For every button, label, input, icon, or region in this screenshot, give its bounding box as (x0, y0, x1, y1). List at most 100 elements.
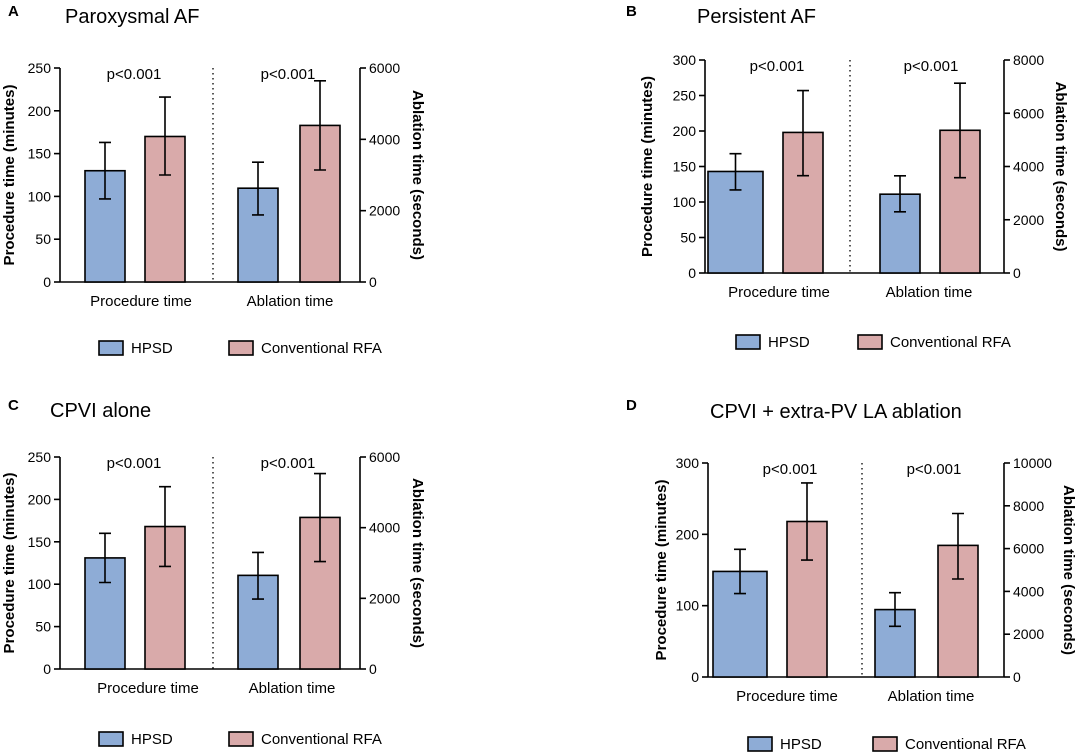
error-bar-ablation-hpsd (889, 591, 901, 628)
y-tick-label-left: 200 (676, 526, 700, 542)
x-category-label: Ablation time (247, 293, 334, 310)
error-bar-ablation-conventional (954, 82, 966, 179)
p-value-label: p<0.001 (261, 66, 316, 83)
panel-letter: B (626, 3, 637, 20)
y-tick-label-right: 2000 (1013, 212, 1044, 228)
y-tick-label-left: 0 (43, 274, 51, 290)
y-tick-label-left: 150 (673, 159, 697, 175)
y-tick-label-left: 250 (28, 60, 52, 76)
p-value-label: p<0.001 (107, 66, 162, 83)
y-tick-label-left: 50 (35, 231, 51, 247)
panel-letter: C (8, 397, 19, 414)
legend-label-conventional: Conventional RFA (261, 731, 382, 748)
y-tick-label-left: 0 (691, 669, 699, 685)
legend-label-hpsd: HPSD (768, 334, 810, 351)
error-bar-procedure-hpsd (729, 152, 742, 191)
y-tick-label-right: 6000 (1013, 105, 1044, 121)
error-bar-procedure-conventional (801, 482, 813, 561)
y-tick-label-right: 2000 (1013, 626, 1044, 642)
legend-label-hpsd: HPSD (780, 736, 822, 753)
error-bar-ablation-hpsd (252, 551, 264, 600)
p-value-label: p<0.001 (261, 455, 316, 472)
y-tick-label-left: 50 (35, 619, 51, 635)
legend-swatch-hpsd (747, 736, 773, 752)
y-tick-label-left: 100 (28, 188, 52, 204)
legend-swatch-conventional (228, 731, 254, 747)
y-tick-label-right: 0 (369, 274, 377, 290)
y-tick-label-left: 0 (688, 265, 696, 281)
y-tick-label-right: 4000 (1013, 583, 1044, 599)
y-tick-label-right: 8000 (1013, 498, 1044, 514)
error-bar-ablation-hpsd (252, 161, 264, 216)
legend-label-hpsd: HPSD (131, 340, 173, 357)
y-axis-title-right: Ablation time (seconds) (409, 478, 426, 648)
y-tick-label-right: 8000 (1013, 52, 1044, 68)
y-tick-label-right: 4000 (1013, 159, 1044, 175)
x-category-label: Ablation time (249, 680, 336, 697)
panel-letter: A (8, 3, 19, 20)
y-axis-title-right: Ablation time (seconds) (1060, 485, 1077, 655)
y-tick-label-left: 100 (676, 598, 700, 614)
error-bar-procedure-hpsd (99, 532, 111, 584)
error-bar-procedure-hpsd (99, 141, 111, 200)
x-category-label: Procedure time (728, 284, 830, 301)
p-value-label: p<0.001 (107, 455, 162, 472)
x-category-label: Procedure time (97, 680, 199, 697)
y-tick-label-left: 250 (28, 449, 52, 465)
legend-label-hpsd: HPSD (131, 731, 173, 748)
error-bar-procedure-conventional (159, 485, 171, 568)
y-axis-title-left: Procedure time (minutes) (653, 480, 670, 661)
y-tick-label-left: 200 (28, 491, 52, 507)
y-tick-label-left: 50 (680, 230, 696, 246)
error-bar-procedure-hpsd (734, 548, 746, 595)
y-tick-label-right: 6000 (369, 60, 400, 76)
p-value-label: p<0.001 (750, 58, 805, 75)
y-axis-title-left: Procedure time (minutes) (639, 76, 656, 257)
x-category-label: Procedure time (90, 293, 192, 310)
legend-swatch-hpsd (98, 731, 124, 747)
y-tick-label-left: 150 (28, 146, 52, 162)
panel-title: Persistent AF (697, 6, 816, 28)
error-bar-procedure-conventional (797, 89, 809, 177)
error-bar-ablation-conventional (314, 472, 326, 563)
y-tick-label-right: 4000 (369, 520, 400, 536)
error-bar-ablation-conventional (952, 512, 964, 580)
panel-title: CPVI + extra-PV LA ablation (710, 401, 962, 423)
y-tick-label-left: 300 (673, 52, 697, 68)
legend-label-conventional: Conventional RFA (905, 736, 1026, 753)
p-value-label: p<0.001 (904, 58, 959, 75)
y-axis-title-left: Procedure time (minutes) (1, 473, 18, 654)
legend-swatch-hpsd (735, 334, 761, 350)
y-tick-label-left: 250 (673, 88, 697, 104)
panel-letter: D (626, 397, 637, 414)
x-category-label: Ablation time (888, 688, 975, 705)
y-axis-title-left: Procedure time (minutes) (1, 85, 18, 266)
legend-label-conventional: Conventional RFA (261, 340, 382, 357)
y-tick-label-right: 0 (1013, 669, 1021, 685)
y-tick-label-right: 0 (1013, 265, 1021, 281)
y-tick-label-right: 10000 (1013, 455, 1052, 471)
y-tick-label-left: 0 (43, 661, 51, 677)
p-value-label: p<0.001 (763, 461, 818, 478)
y-tick-label-right: 2000 (369, 590, 400, 606)
y-tick-label-left: 200 (673, 123, 697, 139)
error-bar-ablation-hpsd (894, 175, 906, 213)
error-bar-ablation-conventional (314, 80, 326, 171)
y-tick-label-right: 0 (369, 661, 377, 677)
panel-title: Paroxysmal AF (65, 6, 199, 28)
legend-label-conventional: Conventional RFA (890, 334, 1011, 351)
p-value-label: p<0.001 (907, 461, 962, 478)
x-category-label: Ablation time (886, 284, 973, 301)
y-tick-label-right: 6000 (369, 449, 400, 465)
error-bar-procedure-conventional (159, 96, 171, 176)
legend-swatch-conventional (857, 334, 883, 350)
y-tick-label-left: 300 (676, 455, 700, 471)
y-tick-label-right: 2000 (369, 203, 400, 219)
legend-swatch-conventional (228, 340, 254, 356)
y-axis-title-right: Ablation time (seconds) (409, 90, 426, 260)
y-tick-label-left: 100 (673, 194, 697, 210)
panel-title: CPVI alone (50, 400, 151, 422)
legend-swatch-hpsd (98, 340, 124, 356)
y-tick-label-left: 100 (28, 576, 52, 592)
